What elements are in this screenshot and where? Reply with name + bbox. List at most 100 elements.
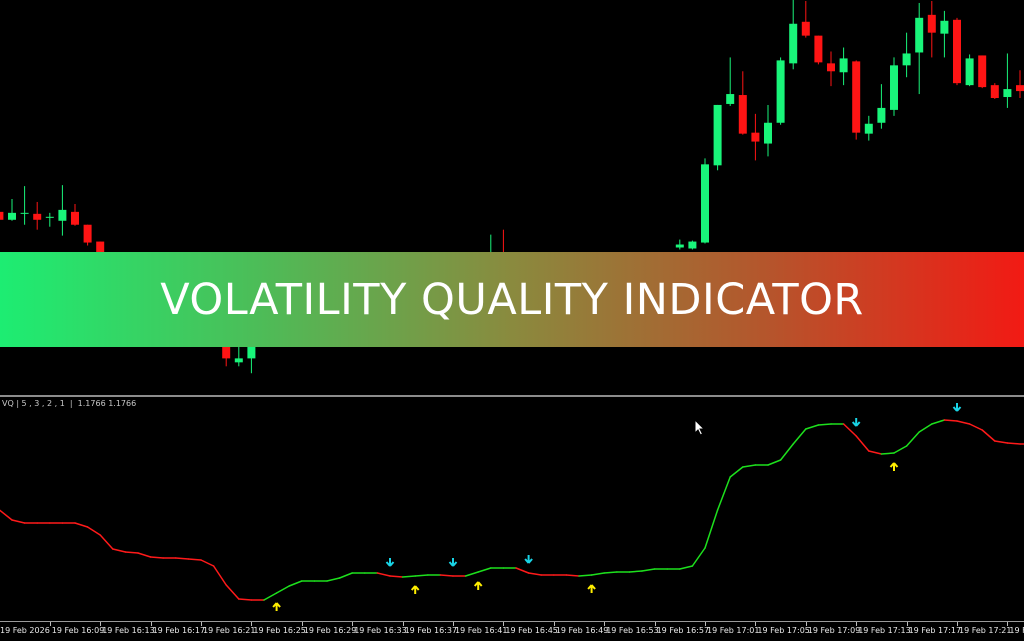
vq-line-segment — [326, 577, 341, 582]
vq-indicator-panel[interactable] — [0, 397, 1024, 621]
candle-body — [751, 132, 760, 142]
candle — [839, 47, 848, 86]
sell-arrow-down-icon — [448, 558, 458, 567]
candle — [789, 0, 798, 70]
vq-line-segment — [893, 445, 908, 454]
vq-line-segment — [112, 548, 127, 553]
candle-body — [890, 65, 898, 110]
candle — [33, 201, 42, 230]
time-tick — [251, 622, 253, 626]
vq-line-segment — [1006, 442, 1021, 445]
time-label: 19 Feb 16:09 — [51, 626, 105, 635]
time-tick — [352, 622, 354, 626]
vq-line-segment — [439, 574, 454, 577]
time-label: 19 Feb 17:21 — [959, 626, 1012, 635]
candle — [814, 35, 823, 65]
candle-body — [738, 95, 747, 134]
vq-line-segment — [124, 551, 139, 554]
candle-body — [222, 343, 231, 359]
candle — [71, 203, 79, 226]
candle — [713, 104, 722, 171]
time-label: 19 Feb 16:37 — [404, 626, 458, 635]
candle-body — [814, 35, 823, 63]
vq-line-segment — [288, 580, 303, 587]
vq-line-segment — [225, 584, 240, 600]
candle — [990, 83, 999, 99]
vq-line-segment — [477, 567, 492, 573]
buy-arrow-up-icon — [272, 602, 281, 611]
time-label: 19 Feb 17:01 — [707, 626, 760, 635]
time-tick — [301, 622, 303, 626]
vq-line-segment — [880, 452, 895, 455]
vq-line-segment — [74, 522, 89, 528]
candle — [953, 17, 961, 86]
candle — [83, 224, 92, 246]
vq-line-segment — [918, 423, 933, 433]
time-label: 19 Feb 2026 — [0, 626, 50, 635]
time-label: 19 Feb 16:45 — [505, 626, 558, 635]
candle — [20, 186, 29, 225]
candle-body — [978, 55, 987, 88]
candle-body — [726, 94, 735, 104]
vq-line-segment — [99, 534, 114, 550]
vq-line-segment — [11, 519, 26, 524]
candle-body — [688, 241, 697, 249]
vq-line-segment — [414, 574, 429, 577]
time-label: 19 Feb 16:53 — [606, 626, 659, 635]
time-label: 19 Feb 17:09 — [807, 626, 861, 635]
time-axis: 19 Feb 2026 19 Feb 16:09 19 Feb 16:13 19 Fe… — [0, 621, 1024, 641]
candle-body — [713, 104, 722, 166]
time-tick — [49, 622, 51, 626]
candle-body — [902, 53, 911, 66]
vq-line-segment — [742, 464, 757, 468]
time-tick — [1007, 622, 1009, 626]
candle — [902, 32, 911, 78]
vq-line-segment — [187, 558, 202, 561]
vq-line-segment — [603, 571, 618, 574]
time-tick — [100, 622, 102, 626]
vq-line-segment — [956, 420, 971, 425]
candle-body — [83, 224, 92, 243]
candle — [751, 113, 760, 161]
vq-line-segment — [679, 565, 694, 570]
candle — [927, 0, 936, 58]
candle-body — [33, 213, 42, 220]
panel-divider[interactable] — [0, 395, 1024, 397]
candle-body — [234, 358, 243, 363]
vq-line-segment — [628, 570, 643, 573]
candle-body — [927, 14, 936, 33]
candle-body — [827, 63, 835, 72]
sell-arrow-down-icon — [385, 558, 395, 567]
vq-line-segment — [716, 476, 731, 511]
time-tick — [402, 622, 404, 626]
vq-line-segment — [691, 547, 706, 567]
vq-line-segment — [175, 557, 190, 560]
vq-line-segment — [767, 459, 782, 466]
candle-body — [801, 21, 810, 36]
time-label: 19 Feb 16:29 — [303, 626, 357, 635]
candle-body — [96, 241, 105, 258]
time-tick — [604, 622, 606, 626]
sell-arrow-down-icon — [952, 403, 962, 412]
candle-body — [940, 20, 949, 34]
vq-line-segment — [565, 574, 580, 577]
time-label: 19 Feb 16:17 — [152, 626, 206, 635]
candle-body — [58, 209, 67, 221]
candle — [978, 55, 987, 89]
vq-line-segment — [238, 598, 253, 601]
time-tick — [654, 622, 656, 626]
vq-line-segment — [943, 419, 958, 422]
price-chart[interactable] — [0, 0, 1024, 396]
time-label: 19 Feb 16:21 — [203, 626, 256, 635]
time-tick — [201, 622, 202, 626]
time-label: 19 Feb 17:17 — [908, 626, 962, 635]
candle-body — [990, 85, 999, 99]
candle-body — [789, 23, 798, 64]
candle — [726, 57, 735, 106]
candle — [940, 10, 949, 58]
vq-line-segment — [515, 567, 530, 574]
candle — [776, 57, 785, 125]
time-label: 19 Feb 16:25 — [253, 626, 306, 635]
candle — [45, 212, 54, 227]
vq-line-segment — [981, 429, 996, 442]
